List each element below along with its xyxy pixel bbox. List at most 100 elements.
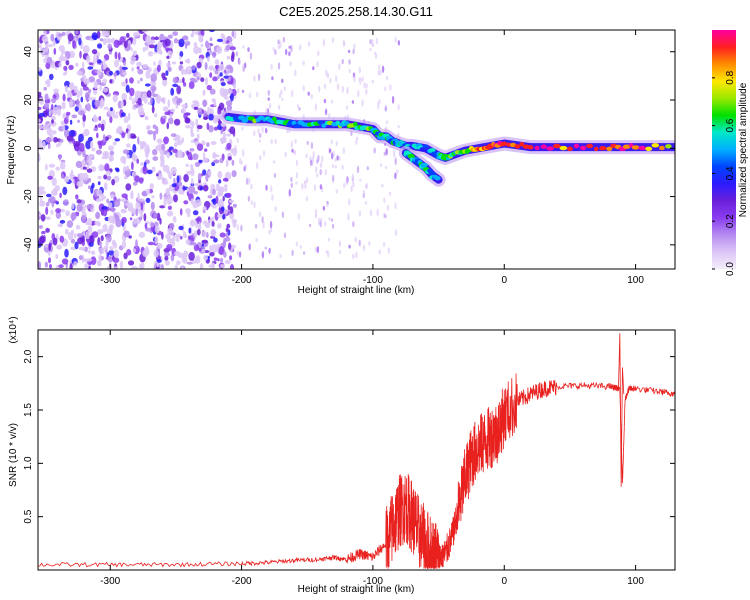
noise-speckle (142, 249, 149, 257)
noise-speckle (85, 140, 92, 150)
noise-speckle (217, 110, 222, 115)
noise-speckle (280, 89, 283, 95)
noise-speckle (113, 39, 120, 48)
noise-speckle (141, 94, 145, 102)
noise-speckle (326, 200, 329, 205)
noise-speckle (355, 139, 358, 145)
noise-speckle (218, 200, 225, 208)
noise-speckle (218, 246, 225, 256)
noise-speckle (122, 149, 130, 155)
noise-speckle (38, 106, 42, 111)
noise-speckle (302, 85, 305, 92)
noise-speckle (121, 81, 127, 87)
noise-speckle (281, 97, 284, 102)
noise-speckle (394, 229, 398, 237)
snr-y-ticks: 0.5 1.0 1.5 2.0 (23, 349, 675, 524)
noise-speckle (345, 105, 349, 110)
noise-speckle (283, 232, 287, 239)
noise-speckle (322, 205, 326, 211)
noise-speckle (255, 161, 259, 169)
noise-speckle (220, 122, 226, 127)
noise-speckle (119, 36, 125, 45)
noise-speckle (128, 96, 133, 101)
noise-speckle (181, 255, 188, 264)
noise-speckle (209, 72, 213, 78)
noise-speckle (132, 248, 137, 253)
noise-speckle (160, 264, 164, 269)
ridge-point (559, 145, 568, 151)
noise-speckle (136, 61, 142, 67)
noise-speckle (172, 31, 179, 36)
noise-speckle (195, 199, 202, 207)
noise-speckle (132, 32, 140, 37)
noise-speckle (87, 136, 93, 142)
noise-speckle (147, 241, 155, 246)
noise-speckle (232, 203, 237, 208)
noise-speckle (114, 51, 118, 60)
noise-speckle (80, 215, 87, 223)
noise-speckle (49, 264, 52, 269)
noise-speckle (136, 91, 142, 96)
noise-speckle (130, 56, 137, 62)
noise-speckle (113, 266, 118, 269)
ridge-point (552, 143, 561, 149)
noise-speckle (86, 168, 93, 173)
noise-speckle (237, 88, 240, 94)
noise-speckle (131, 152, 136, 161)
noise-speckle (301, 182, 304, 190)
x-tick-label: 0 (501, 576, 507, 587)
noise-speckle (202, 206, 207, 211)
noise-speckle (167, 34, 173, 39)
noise-speckle (207, 195, 213, 199)
noise-speckle (290, 44, 293, 53)
noise-speckle (58, 45, 65, 52)
noise-speckle (269, 228, 273, 233)
noise-speckle (170, 254, 175, 262)
noise-speckle (109, 116, 113, 124)
noise-speckle (196, 61, 202, 69)
noise-speckle (58, 62, 62, 68)
noise-speckle (79, 142, 85, 152)
noise-speckle (62, 124, 66, 132)
noise-speckle (109, 79, 113, 84)
noise-speckle (163, 115, 167, 120)
noise-speckle (189, 219, 196, 227)
noise-speckle (77, 110, 85, 116)
snr-x-label: Height of straight line (km) (298, 584, 415, 595)
spectrogram-frame (37, 29, 676, 270)
noise-speckle (84, 246, 88, 253)
noise-speckle (45, 137, 52, 143)
noise-speckle (172, 216, 177, 223)
noise-speckle (309, 156, 312, 162)
noise-speckle (73, 85, 78, 94)
noise-speckle (205, 77, 208, 86)
noise-speckle (185, 66, 189, 75)
noise-speckle (46, 78, 51, 88)
noise-speckle (90, 234, 93, 244)
noise-speckle (248, 177, 251, 186)
noise-speckle (271, 194, 274, 201)
noise-speckle (43, 86, 47, 91)
noise-speckle (106, 198, 110, 204)
noise-speckle (235, 51, 239, 57)
noise-speckle (317, 154, 320, 162)
noise-speckle (87, 66, 94, 70)
noise-speckle (55, 211, 62, 219)
noise-speckle (183, 82, 187, 87)
ridge-point (514, 144, 521, 149)
noise-speckle (147, 130, 154, 135)
noise-speckle (125, 165, 130, 172)
noise-speckle (194, 183, 199, 187)
noise-speckle (59, 192, 62, 199)
noise-speckle (82, 114, 86, 122)
noise-speckle (156, 259, 162, 263)
noise-speckle (217, 171, 223, 179)
noise-speckle (227, 156, 232, 161)
noise-speckle (62, 199, 69, 207)
noise-speckle (166, 61, 171, 69)
noise-speckle (365, 83, 368, 89)
noise-speckle (56, 244, 63, 250)
colorbar-tick-label: 0.4 (725, 166, 736, 180)
noise-speckle (102, 209, 108, 217)
noise-speckle (227, 80, 234, 85)
